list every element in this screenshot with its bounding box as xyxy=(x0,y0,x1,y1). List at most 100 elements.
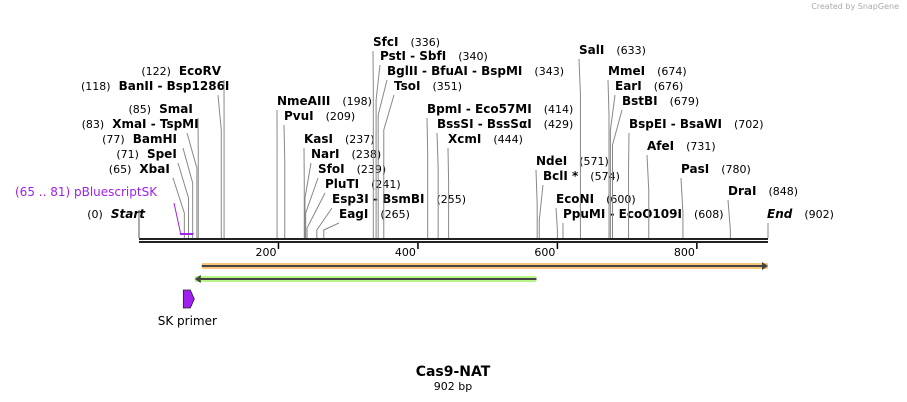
tick-label: 400 xyxy=(395,246,416,259)
site-label-afei: AfeI (731) xyxy=(647,139,716,153)
feature-label-pbluescriptsk: (65 .. 81) pBluescriptSK xyxy=(15,185,158,199)
site-position: (679) xyxy=(670,95,700,108)
enzyme-name: AfeI xyxy=(647,139,674,153)
site-label-sfci: SfcI (336) xyxy=(373,35,440,49)
site-position: (238) xyxy=(352,148,382,161)
site-label-banii: (118) BanII - Bsp1286I xyxy=(81,79,229,93)
site-position: (848) xyxy=(768,185,798,198)
sequence-length: 902 bp xyxy=(434,380,472,393)
site-label-pluti: PluTI (241) xyxy=(325,177,401,191)
cut-site-line xyxy=(383,94,395,238)
site-position: (674) xyxy=(657,65,687,78)
site-position: (902) xyxy=(804,208,834,221)
site-position: (77) xyxy=(102,133,125,146)
site-position: (255) xyxy=(436,193,466,206)
cut-site-line xyxy=(607,79,610,238)
primer-arrow xyxy=(182,289,195,309)
site-position: (343) xyxy=(534,65,564,78)
site-label-ndei: NdeI (571) xyxy=(536,154,609,168)
site-label-bpmi: BpmI - Eco57MI (414) xyxy=(427,102,573,116)
enzyme-name: BspEI - BsaWI xyxy=(629,117,722,131)
cut-site-line xyxy=(172,177,185,238)
site-position: (731) xyxy=(686,140,716,153)
map-title: Cas9-NAT xyxy=(416,364,491,380)
cut-site-line xyxy=(316,207,333,238)
backbone-bottom-strand xyxy=(139,241,768,243)
site-label-smai: (85) SmaI xyxy=(128,102,192,116)
enzyme-name: BclI * xyxy=(543,169,579,183)
cut-site-line xyxy=(306,192,326,238)
site-label-eari: EarI (676) xyxy=(615,79,683,93)
tick-label: 200 xyxy=(255,246,276,259)
site-position: (122) xyxy=(141,65,171,78)
site-position: (571) xyxy=(579,155,609,168)
tick-label: 600 xyxy=(534,246,555,259)
enzyme-name: XmaI - TspMI xyxy=(112,117,198,131)
enzyme-name: SalI xyxy=(579,43,604,57)
site-label-bglii: BglII - BfuAI - BspMI (343) xyxy=(387,64,564,78)
site-position: (414) xyxy=(544,103,574,116)
site-position: (444) xyxy=(493,133,523,146)
site-position: (780) xyxy=(721,163,751,176)
site-label-bstbi: BstBI (679) xyxy=(622,94,699,108)
site-position: (237) xyxy=(345,133,375,146)
enzyme-name: EcoRV xyxy=(179,64,222,78)
enzyme-name: BpmI - Eco57MI xyxy=(427,102,532,116)
cut-site-line xyxy=(727,199,731,238)
cut-site-line xyxy=(177,162,190,238)
site-label-xcmi: XcmI (444) xyxy=(448,132,523,146)
enzyme-name: BstBI xyxy=(622,94,658,108)
enzyme-name: Start xyxy=(111,207,146,221)
enzyme-name: BamHI xyxy=(133,132,177,146)
enzyme-name: EarI xyxy=(615,79,642,93)
enzyme-name: SfoI xyxy=(318,162,345,176)
site-position: (0) xyxy=(87,208,103,221)
site-position: (351) xyxy=(432,80,462,93)
enzyme-name: PasI xyxy=(681,162,709,176)
cut-site-line xyxy=(555,207,558,238)
enzyme-name: PvuI xyxy=(284,109,314,123)
cut-site-line xyxy=(436,132,439,238)
enzyme-name: DraI xyxy=(728,184,756,198)
enzyme-name: XbaI xyxy=(139,162,169,176)
enzyme-name: End xyxy=(767,207,793,221)
cut-site-line xyxy=(217,94,222,238)
site-label-kasi: KasI (237) xyxy=(304,132,375,146)
site-label-esp3i: Esp3I - BsmBI (255) xyxy=(332,192,466,206)
cut-site-line xyxy=(426,117,429,238)
site-label-sfoi: SfoI (239) xyxy=(318,162,386,176)
site-label-pasi: PasI (780) xyxy=(681,162,751,176)
cut-site-line xyxy=(646,154,650,238)
site-label-end: End (902) xyxy=(767,207,834,221)
cut-site-line xyxy=(680,177,684,238)
site-position: (608) xyxy=(694,208,724,221)
enzyme-name: BanII - Bsp1286I xyxy=(119,79,230,93)
cut-site-line xyxy=(609,94,616,238)
site-label-mmei: MmeI (674) xyxy=(608,64,687,78)
site-position: (336) xyxy=(410,36,440,49)
site-position: (65) xyxy=(109,163,132,176)
cut-site-line xyxy=(447,147,450,238)
site-position: (633) xyxy=(616,44,646,57)
cut-site-line xyxy=(323,222,340,238)
site-label-start: (0) Start xyxy=(87,207,146,221)
site-position: (239) xyxy=(357,163,387,176)
site-label-econi: EcoNI (600) xyxy=(556,192,636,206)
snapgene-credit: Created by SnapGene xyxy=(811,2,899,11)
enzyme-name: BglII - BfuAI - BspMI xyxy=(387,64,522,78)
enzyme-name: PluTI xyxy=(325,177,359,191)
cut-site-line xyxy=(377,79,388,238)
site-label-sali: SalI (633) xyxy=(579,43,646,57)
site-label-eagi: EagI (265) xyxy=(339,207,410,221)
cut-site-line xyxy=(611,109,623,238)
enzyme-name: MmeI xyxy=(608,64,645,78)
site-position: (702) xyxy=(734,118,764,131)
enzyme-name: SfcI xyxy=(373,35,398,49)
feature-marker xyxy=(180,233,194,235)
cut-site-line xyxy=(283,124,286,238)
enzyme-name: SmaI xyxy=(159,102,193,116)
site-label-ecorv: (122) EcoRV xyxy=(141,64,221,78)
site-label-pvui: PvuI (209) xyxy=(284,109,355,123)
